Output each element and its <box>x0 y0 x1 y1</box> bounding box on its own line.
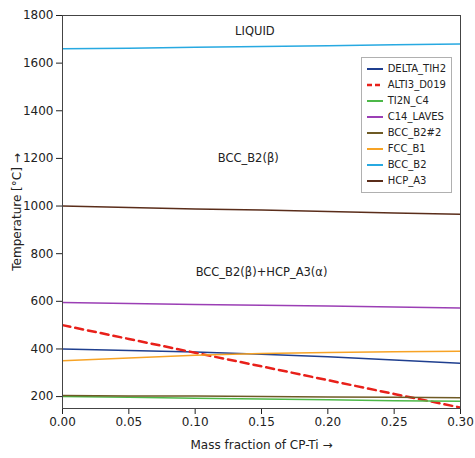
svg-text:1400: 1400 <box>23 104 54 118</box>
html-text:BCC_B2: BCC_B2 <box>387 159 427 170</box>
svg-text:0.00: 0.00 <box>49 415 76 429</box>
svg-text:BCC_B2(β): BCC_B2(β) <box>218 151 279 165</box>
svg-text:LIQUID: LIQUID <box>235 24 275 38</box>
svg-text:0.30: 0.30 <box>447 415 474 429</box>
svg-text:1600: 1600 <box>23 56 54 70</box>
html-text:C14_LAVES: C14_LAVES <box>387 111 444 122</box>
html-text:FCC_B1: FCC_B1 <box>387 143 426 154</box>
svg-text:1000: 1000 <box>23 199 54 213</box>
svg-text:600: 600 <box>31 294 54 308</box>
html-text:TI2N_C4: TI2N_C4 <box>387 95 429 106</box>
svg-text:0.15: 0.15 <box>248 415 275 429</box>
html-text:DELTA_TIH2: DELTA_TIH2 <box>387 63 446 74</box>
svg-text:800: 800 <box>31 247 54 261</box>
svg-text:400: 400 <box>31 342 54 356</box>
svg-text:1800: 1800 <box>23 8 54 22</box>
svg-text:Mass fraction of CP-Ti →: Mass fraction of CP-Ti → <box>190 438 332 452</box>
html-text:BCC_B2#2: BCC_B2#2 <box>387 127 442 138</box>
svg-text:1200: 1200 <box>23 151 54 165</box>
svg-text:0.20: 0.20 <box>314 415 341 429</box>
svg-text:0.25: 0.25 <box>381 415 408 429</box>
svg-text:0.10: 0.10 <box>182 415 209 429</box>
svg-text:Temperature [°C] →: Temperature [°C] → <box>10 153 24 271</box>
html-text:HCP_A3: HCP_A3 <box>387 175 427 186</box>
html-text:ALTI3_D019: ALTI3_D019 <box>387 79 446 90</box>
svg-text:200: 200 <box>31 389 54 403</box>
svg-text:BCC_B2(β)+HCP_A3(α): BCC_B2(β)+HCP_A3(α) <box>196 265 328 279</box>
svg-text:0.05: 0.05 <box>115 415 142 429</box>
